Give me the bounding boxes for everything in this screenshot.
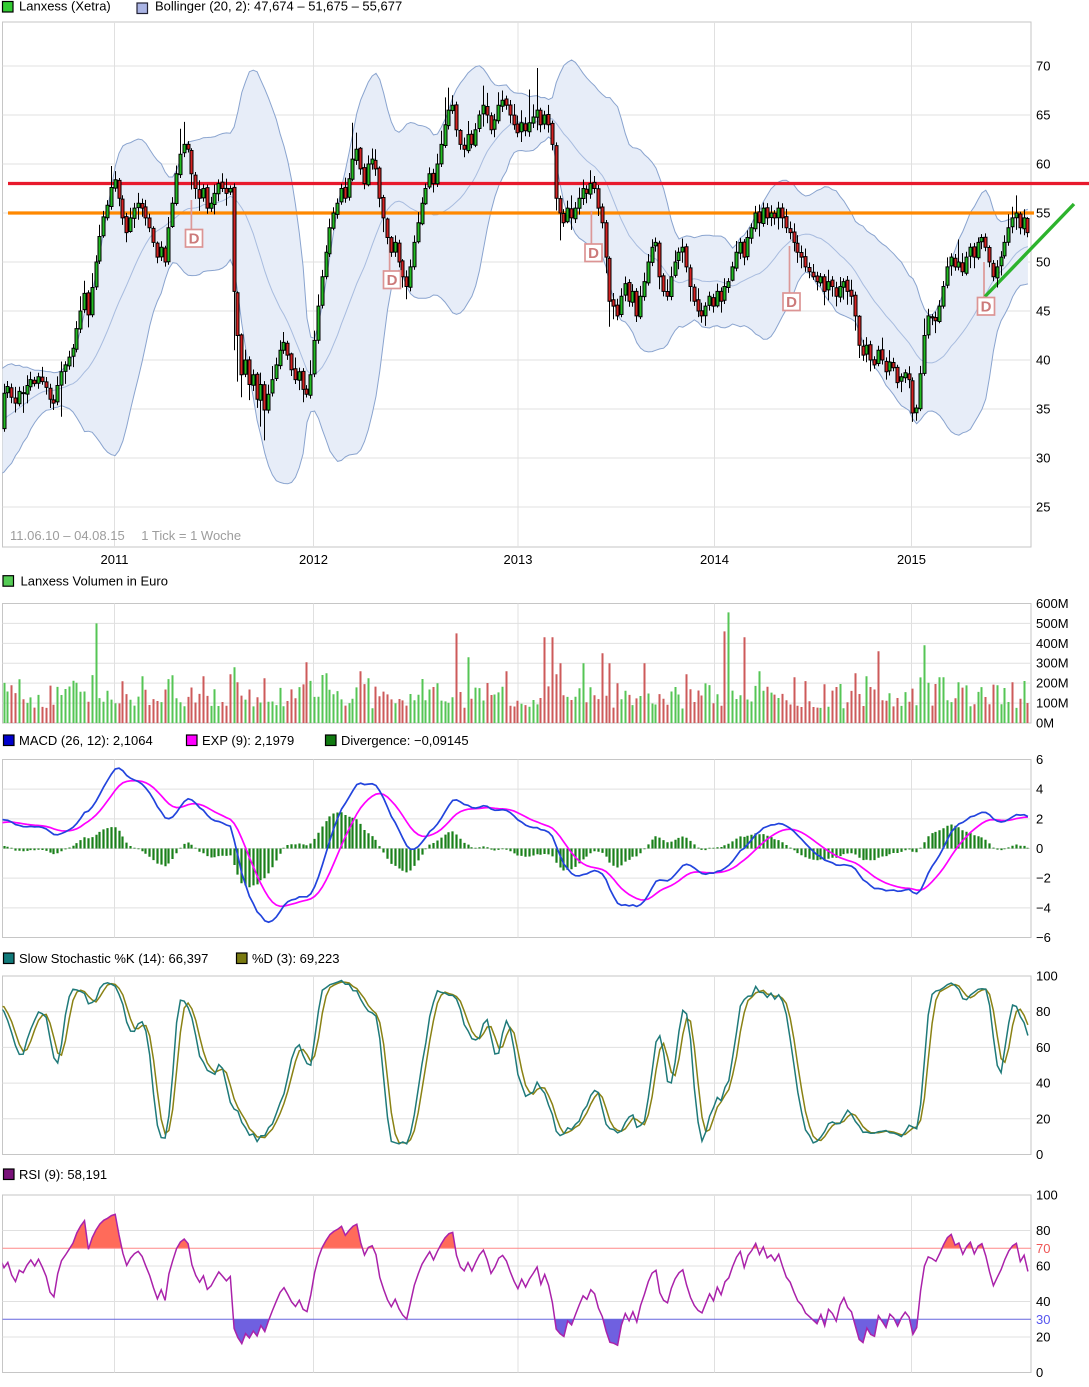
svg-text:−4: −4 <box>1036 900 1051 915</box>
svg-text:100M: 100M <box>1036 696 1069 711</box>
svg-text:2013: 2013 <box>504 552 533 567</box>
svg-text:100: 100 <box>1036 969 1058 984</box>
svg-text:0: 0 <box>1036 1365 1043 1380</box>
svg-text:20: 20 <box>1036 1111 1050 1126</box>
svg-text:25: 25 <box>1036 500 1050 515</box>
svg-text:70: 70 <box>1036 1241 1050 1256</box>
svg-text:6: 6 <box>1036 752 1043 767</box>
svg-text:400M: 400M <box>1036 636 1069 651</box>
svg-text:%D (3): 69,223: %D (3): 69,223 <box>252 951 339 966</box>
svg-text:500M: 500M <box>1036 616 1069 631</box>
svg-text:300M: 300M <box>1036 656 1069 671</box>
svg-text:Bollinger (20, 2): 47,674 – 51: Bollinger (20, 2): 47,674 – 51,675 – 55,… <box>155 0 402 14</box>
svg-text:RSI (9): 58,191: RSI (9): 58,191 <box>19 1167 107 1182</box>
svg-text:600M: 600M <box>1036 596 1069 611</box>
svg-text:D: D <box>786 294 797 311</box>
svg-text:2015: 2015 <box>897 552 926 567</box>
svg-text:0: 0 <box>1036 1147 1043 1162</box>
svg-text:2011: 2011 <box>101 552 129 567</box>
svg-text:D: D <box>588 245 599 262</box>
svg-text:4: 4 <box>1036 782 1043 797</box>
svg-text:EXP (9): 2,1979: EXP (9): 2,1979 <box>202 733 294 748</box>
svg-text:80: 80 <box>1036 1223 1050 1238</box>
svg-text:MACD (26, 12): 2,1064: MACD (26, 12): 2,1064 <box>19 733 153 748</box>
svg-text:D: D <box>981 299 992 316</box>
svg-text:55: 55 <box>1036 206 1050 221</box>
svg-text:D: D <box>189 231 200 248</box>
svg-text:Lanxess Volumen in Euro: Lanxess Volumen in Euro <box>21 574 168 589</box>
svg-text:20: 20 <box>1036 1330 1050 1345</box>
svg-text:50: 50 <box>1036 255 1050 270</box>
svg-text:0: 0 <box>1036 841 1043 856</box>
svg-text:40: 40 <box>1036 353 1050 368</box>
svg-text:35: 35 <box>1036 402 1050 417</box>
svg-text:D: D <box>387 272 398 289</box>
svg-text:65: 65 <box>1036 108 1050 123</box>
svg-text:100: 100 <box>1036 1188 1058 1203</box>
svg-text:30: 30 <box>1036 451 1050 466</box>
svg-text:200M: 200M <box>1036 676 1069 691</box>
svg-text:45: 45 <box>1036 304 1050 319</box>
svg-text:40: 40 <box>1036 1076 1050 1091</box>
svg-text:60: 60 <box>1036 1040 1050 1055</box>
svg-text:40: 40 <box>1036 1294 1050 1309</box>
svg-text:60: 60 <box>1036 1259 1050 1274</box>
svg-text:60: 60 <box>1036 157 1050 172</box>
svg-text:30: 30 <box>1036 1312 1050 1327</box>
svg-text:11.06.10 – 04.08.15 1 Tick =: 11.06.10 – 04.08.15 1 Tick = 1 Woche <box>10 528 241 543</box>
svg-text:Divergence: −0,09145: Divergence: −0,09145 <box>341 733 469 748</box>
svg-text:70: 70 <box>1036 59 1050 74</box>
svg-text:−2: −2 <box>1036 871 1051 886</box>
svg-text:Slow Stochastic %K (14): 66,39: Slow Stochastic %K (14): 66,397 <box>19 951 208 966</box>
svg-text:2014: 2014 <box>700 552 729 567</box>
svg-text:80: 80 <box>1036 1004 1050 1019</box>
svg-text:2012: 2012 <box>299 552 328 567</box>
svg-text:Lanxess (Xetra): Lanxess (Xetra) <box>19 0 111 14</box>
svg-text:0M: 0M <box>1036 716 1054 731</box>
svg-text:2: 2 <box>1036 811 1043 826</box>
svg-text:−6: −6 <box>1036 930 1051 945</box>
